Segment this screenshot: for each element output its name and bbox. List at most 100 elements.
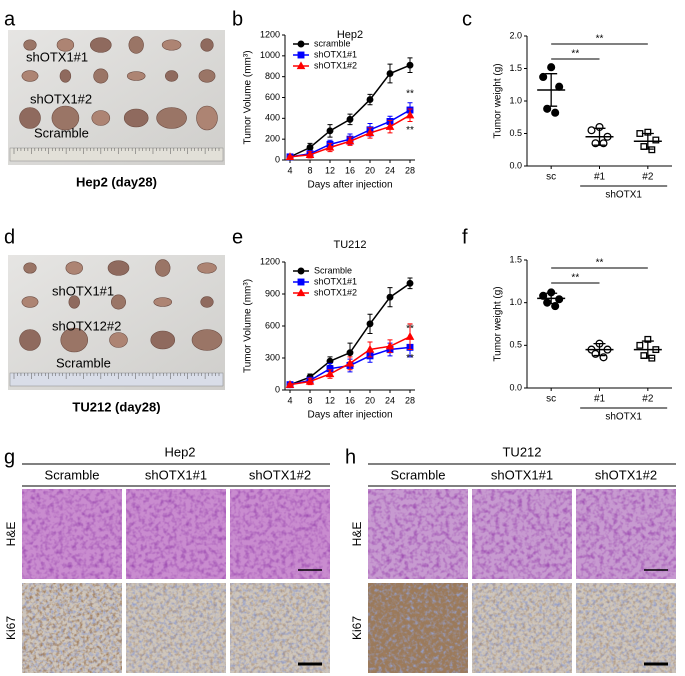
- x-tick-label: 4: [287, 395, 292, 405]
- y-tick-label: 0: [275, 154, 280, 164]
- tumor: [155, 259, 171, 277]
- marker: [406, 61, 414, 69]
- ruler: [9, 147, 224, 162]
- tumor: [111, 294, 127, 310]
- panel-label: g: [4, 446, 15, 468]
- marker: [366, 320, 374, 328]
- significance-label: **: [571, 273, 579, 284]
- tumor: [60, 327, 89, 353]
- chart-title: Hep2: [337, 29, 363, 41]
- column-label: shOTX1#2: [249, 467, 311, 482]
- panel-label: a: [4, 8, 16, 30]
- row-label: H&E: [350, 522, 364, 547]
- row-label: H&E: [4, 522, 18, 547]
- annotation: **: [406, 125, 414, 136]
- y-tick-label: 1.5: [509, 63, 522, 73]
- y-tick-label: 1200: [260, 29, 280, 39]
- marker: [636, 130, 644, 137]
- y-tick-label: 1.5: [509, 254, 522, 264]
- chart-title: TU212: [333, 239, 366, 251]
- marker: [652, 136, 660, 144]
- y-axis-label: Tumor Volume (mm³): [243, 279, 254, 373]
- y-tick-label: 0.0: [509, 160, 522, 170]
- column-label: shOTX1#2: [595, 467, 657, 482]
- tumor: [200, 296, 214, 308]
- row-label: Ki67: [350, 616, 364, 640]
- marker: [346, 349, 354, 357]
- y-tick-label: 0: [275, 384, 280, 394]
- texture: [230, 489, 330, 579]
- y-tick-label: 2.0: [509, 30, 522, 40]
- texture: [368, 489, 468, 579]
- marker: [325, 142, 335, 151]
- tumor: [128, 36, 144, 54]
- tumor: [19, 107, 41, 129]
- y-tick-label: 1.0: [509, 95, 522, 105]
- legend-label: scramble: [314, 38, 351, 48]
- photo-caption: TU212 (day28): [72, 399, 160, 414]
- texture: [472, 489, 572, 579]
- marker: [305, 376, 315, 385]
- marker: [285, 152, 295, 161]
- error-bar: [641, 340, 654, 359]
- marker: [326, 127, 334, 135]
- texture: [230, 583, 330, 673]
- marker: [285, 380, 295, 388]
- photo-caption: Hep2 (day28): [76, 174, 157, 189]
- marker: [365, 128, 375, 137]
- panel-label: e: [232, 226, 243, 248]
- marker: [539, 72, 548, 81]
- marker: [599, 353, 608, 362]
- tumor: [93, 68, 109, 84]
- texture: [472, 583, 572, 673]
- legend-marker: [297, 51, 305, 59]
- tumor: [109, 332, 128, 348]
- annotation: **: [406, 323, 414, 334]
- tumor: [90, 37, 112, 53]
- error-bar: [641, 132, 654, 150]
- photo-label: shOTX12#2: [52, 318, 121, 333]
- marker: [539, 291, 548, 300]
- marker: [543, 104, 552, 113]
- marker: [325, 369, 335, 378]
- significance-label: **: [571, 49, 579, 60]
- y-axis-label: Tumor weight (g): [493, 286, 504, 361]
- histology-title: Hep2: [164, 444, 195, 459]
- marker: [405, 332, 415, 340]
- texture: [22, 583, 122, 673]
- texture: [368, 583, 468, 673]
- x-tick-label: 4: [287, 165, 292, 175]
- photo-label: Scramble: [56, 355, 111, 370]
- error-bar: [545, 292, 558, 305]
- tumor: [23, 39, 37, 51]
- error-bar: [593, 342, 606, 357]
- legend-marker: [297, 40, 305, 48]
- tumor: [56, 38, 75, 52]
- marker: [406, 279, 414, 287]
- tumor: [59, 69, 72, 83]
- y-tick-label: 600: [265, 320, 280, 330]
- marker: [365, 344, 375, 353]
- marker: [543, 298, 552, 307]
- y-tick-label: 0.0: [509, 382, 522, 392]
- marker: [551, 302, 560, 311]
- x-tick-label: 16: [345, 395, 355, 405]
- x-tick-label: #1: [594, 172, 606, 183]
- photo: [8, 30, 225, 165]
- column-label: shOTX1#1: [145, 467, 207, 482]
- tumor: [156, 107, 187, 129]
- significance-label: **: [596, 258, 604, 269]
- legend-label: shOTX1#1: [314, 276, 357, 286]
- tumor: [51, 105, 80, 131]
- tumor: [196, 105, 218, 131]
- tumor: [68, 295, 80, 309]
- group-label: shOTX1: [605, 190, 642, 201]
- marker: [551, 108, 560, 117]
- x-tick-label: 20: [365, 165, 375, 175]
- panel-label: f: [462, 226, 468, 248]
- y-axis-label: Tumor weight (g): [493, 63, 504, 138]
- legend-marker: [296, 61, 306, 70]
- tumor: [107, 260, 130, 276]
- marker: [386, 293, 394, 301]
